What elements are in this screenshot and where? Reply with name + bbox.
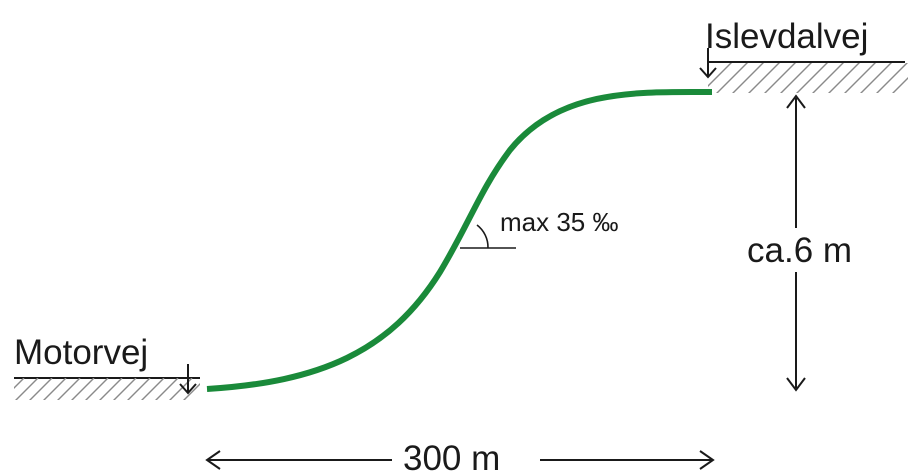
double-arrow-vertical-icon: [786, 94, 806, 392]
right-road-label: Islevdalvej: [705, 17, 868, 56]
level-arrow-down-icon: [179, 364, 197, 395]
length-label: 300 m: [403, 439, 500, 473]
slope-label: max 35 ‰: [500, 207, 619, 237]
right-ground: [699, 48, 908, 93]
length-dimension: 300 m: [205, 439, 715, 473]
height-label: ca.6 m: [747, 231, 852, 270]
road-profile-curve: [206, 88, 713, 392]
double-arrow-horizontal-icon: [205, 450, 715, 470]
slope-indicator: max 35 ‰: [460, 207, 619, 249]
left-ground-hatch: [14, 378, 200, 400]
angle-arc-icon: [476, 224, 489, 249]
height-dimension: ca.6 m: [747, 94, 852, 392]
left-ground: [14, 364, 200, 400]
right-ground-hatch: [708, 63, 908, 93]
level-arrow-down-icon: [699, 48, 717, 79]
left-road-label: Motorvej: [14, 333, 148, 372]
